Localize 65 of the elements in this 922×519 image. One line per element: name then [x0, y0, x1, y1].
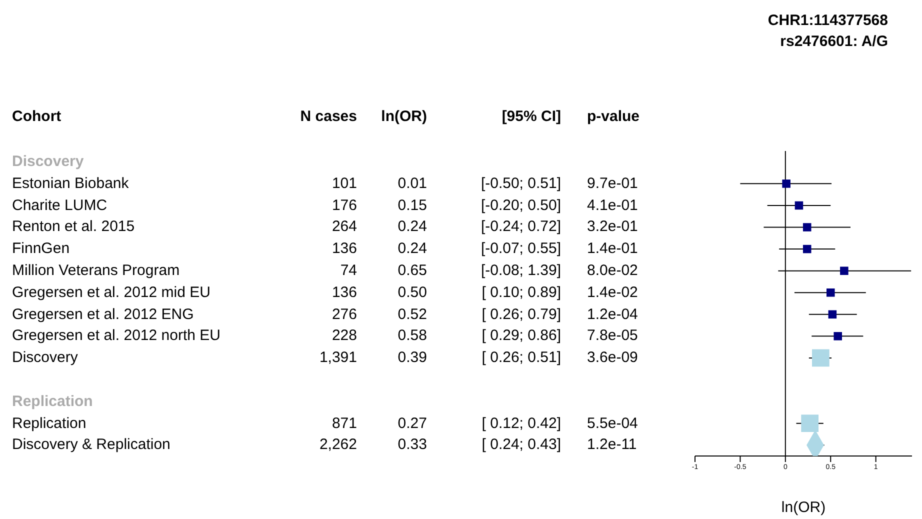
- category-label: N cases: [300, 108, 357, 125]
- text: 1.4e-01: [587, 240, 638, 258]
- text: 276: [332, 306, 357, 323]
- text: 0.24: [398, 218, 427, 236]
- text: [ 0.26; 0.79]: [482, 306, 561, 323]
- text: [ 0.26; 0.51]: [482, 349, 561, 366]
- text: 136: [332, 284, 357, 301]
- text: Charite LUMC: [12, 196, 108, 214]
- text: 0.01: [398, 174, 427, 192]
- text: 0.58: [398, 327, 427, 344]
- text: [-0.20; 0.50]: [480, 196, 561, 214]
- text: 74: [340, 262, 357, 279]
- text: 1.2e-11: [587, 436, 637, 454]
- text: [ 0.24; 0.43]: [482, 436, 561, 454]
- chart-title: CHR1:114377568: [768, 12, 888, 29]
- text: 176: [332, 196, 357, 214]
- text: 4.1e-01: [587, 196, 638, 214]
- text: 7.8e-05: [587, 327, 638, 344]
- text: 0.33: [398, 436, 427, 454]
- text: Discovery: [12, 349, 78, 366]
- text: 5.5e-04: [587, 414, 638, 432]
- text: [-0.07; 0.55]: [480, 240, 561, 258]
- text: 8.0e-02: [587, 262, 638, 279]
- text: 0.15: [398, 196, 427, 214]
- text: Million Veterans Program: [12, 262, 180, 279]
- text: [-0.08; 1.39]: [480, 262, 561, 279]
- text: 136: [332, 240, 357, 258]
- category-label: ln(OR): [381, 108, 427, 125]
- text: Replication: [12, 392, 93, 410]
- text: 9.7e-01: [587, 174, 638, 192]
- text: [ 0.10; 0.89]: [482, 284, 561, 301]
- x-axis-title: ln(OR): [781, 499, 826, 516]
- text: 101: [332, 174, 357, 192]
- text: 264: [332, 218, 357, 236]
- text: 228: [332, 327, 357, 344]
- category-label: [95% CI]: [502, 108, 561, 125]
- text: 1.2e-04: [587, 306, 638, 323]
- text: 871: [332, 414, 357, 432]
- text: 0.39: [398, 349, 427, 366]
- text: Discovery: [12, 153, 84, 170]
- text: [-0.50; 0.51]: [480, 174, 561, 192]
- text: [-0.24; 0.72]: [480, 218, 561, 236]
- text: 0.65: [398, 262, 427, 279]
- text: Gregersen et al. 2012 north EU: [12, 327, 220, 344]
- category-label: p-value: [587, 108, 640, 125]
- text: 1,391: [319, 349, 357, 366]
- text: Estonian Biobank: [12, 174, 129, 192]
- text: 3.2e-01: [587, 218, 638, 236]
- text: 2,262: [319, 436, 357, 454]
- chart-subtitle: rs2476601: A/G: [779, 33, 888, 50]
- text: 0.24: [398, 240, 427, 258]
- text: [ 0.29; 0.86]: [482, 327, 561, 344]
- text: Gregersen et al. 2012 ENG: [12, 306, 194, 323]
- text: Discovery & Replication: [12, 436, 170, 454]
- text: 1.4e-02: [587, 284, 638, 301]
- text: Renton et al. 2015: [12, 218, 135, 236]
- text: FinnGen: [12, 240, 70, 258]
- category-label: Cohort: [12, 108, 62, 125]
- text: Replication: [12, 414, 86, 432]
- text: 0.27: [398, 414, 427, 432]
- text: 3.6e-09: [587, 349, 638, 366]
- text: 0.50: [398, 284, 427, 301]
- text: 0.52: [398, 306, 427, 323]
- text: [ 0.12; 0.42]: [482, 414, 561, 432]
- text: Gregersen et al. 2012 mid EU: [12, 284, 210, 301]
